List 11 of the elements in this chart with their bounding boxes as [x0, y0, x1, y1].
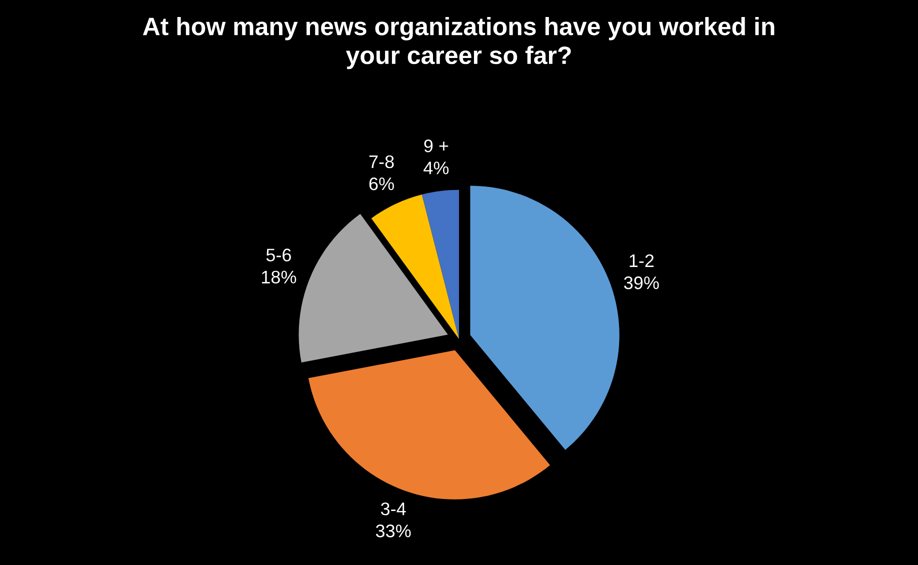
- chart-title: At how many news organizations have you worked in your career so far?: [142, 16, 774, 70]
- data-label: 39%: [624, 276, 659, 290]
- slice-label: 9 +: [424, 139, 448, 152]
- slice-label: 3-4: [380, 502, 406, 516]
- slice-label: 7-8: [369, 155, 394, 168]
- data-label: 6%: [369, 177, 394, 190]
- data-label: 18%: [262, 270, 296, 284]
- slice-label: 1-2: [630, 254, 654, 267]
- slice-label: 5-6: [266, 248, 291, 262]
- data-label: 33%: [376, 524, 411, 538]
- data-label: 4%: [424, 162, 449, 174]
